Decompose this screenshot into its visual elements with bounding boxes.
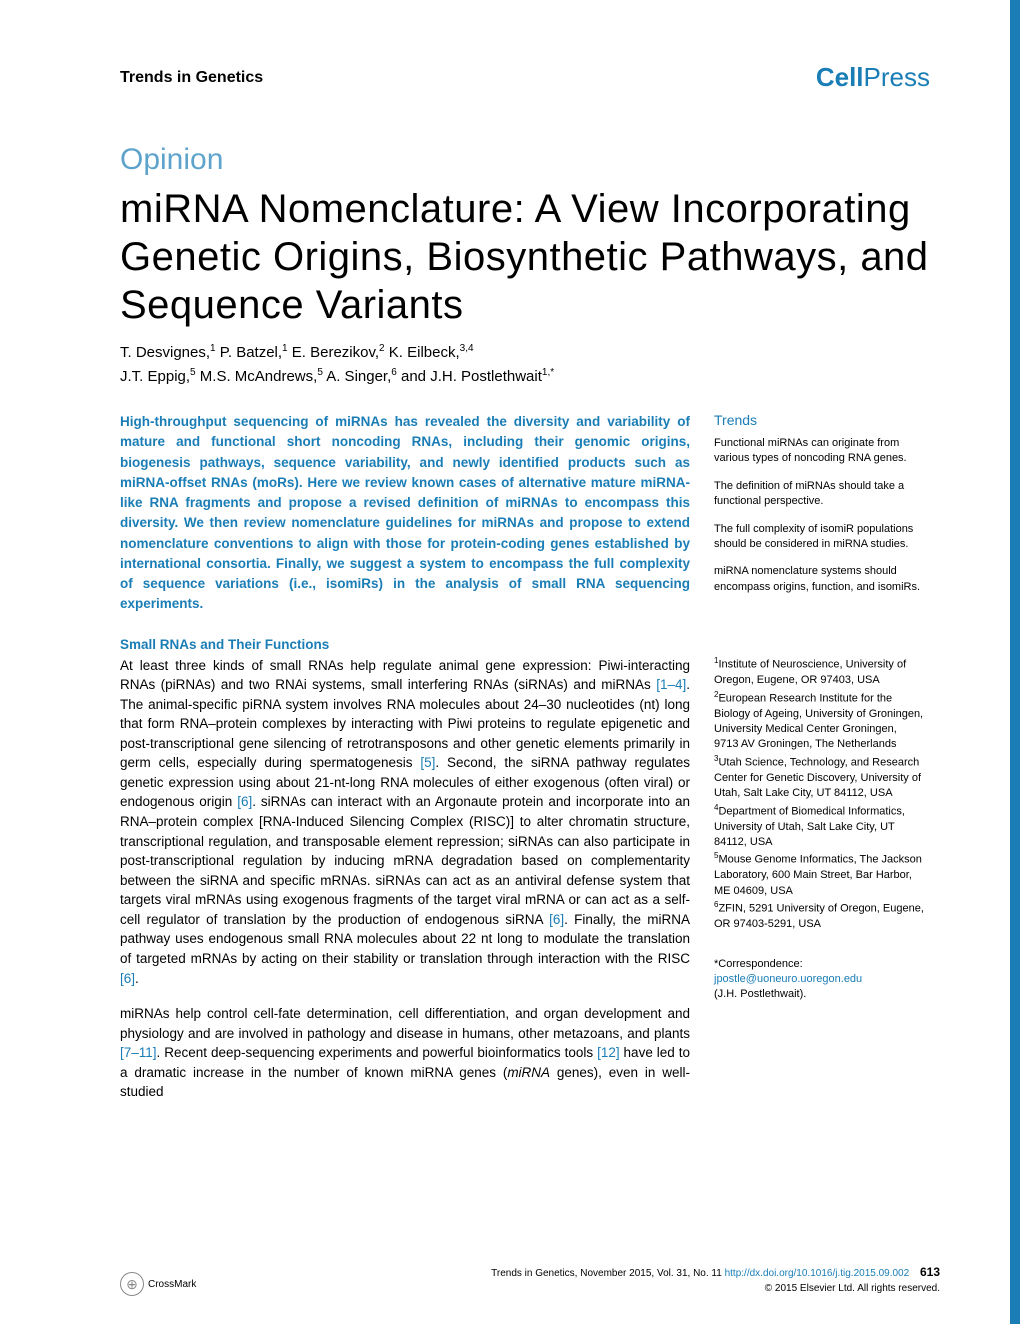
author-1: T. Desvignes, <box>120 344 210 361</box>
aff-text-3: Utah Science, Technology, and Research C… <box>714 756 921 799</box>
author-3: E. Berezikov, <box>292 344 379 361</box>
trends-item-1: Functional miRNAs can originate from var… <box>714 436 924 467</box>
trends-item-4: miRNA nomenclature systems should encomp… <box>714 564 924 595</box>
page-number: 613 <box>920 1265 940 1279</box>
citation-text: Trends in Genetics, November 2015, Vol. … <box>491 1268 722 1279</box>
publisher-part1: Cell <box>816 62 864 92</box>
footer-citation: Trends in Genetics, November 2015, Vol. … <box>491 1263 940 1296</box>
ref-3[interactable]: [6] <box>237 794 252 809</box>
author-list: T. Desvignes,1 P. Batzel,1 E. Berezikov,… <box>120 341 680 388</box>
crossmark-badge[interactable]: ⊕ CrossMark <box>120 1272 196 1296</box>
body-text-d: . siRNAs can interact with an Argonaute … <box>120 794 690 926</box>
author-2: P. Batzel, <box>220 344 282 361</box>
ref-7[interactable]: [12] <box>597 1045 620 1060</box>
publisher-logo: CellPress <box>816 62 930 93</box>
article-title: miRNA Nomenclature: A View Incorporating… <box>120 185 950 329</box>
article-type: Opinion <box>120 143 950 177</box>
correspondence-label: *Correspondence: <box>714 958 803 970</box>
trends-heading: Trends <box>714 412 924 428</box>
aff-text-4: Department of Biomedical Informatics, Un… <box>714 805 905 848</box>
aff-text-1: Institute of Neuroscience, University of… <box>714 659 906 686</box>
aff-text-6: ZFIN, 5291 University of Oregon, Eugene,… <box>714 903 924 930</box>
author-6-sup: 5 <box>317 367 323 378</box>
body-text-2a: miRNAs help control cell-fate determinat… <box>120 1006 690 1041</box>
correspondence-name: (J.H. Postlethwait). <box>714 988 806 1000</box>
trends-item-2: The definition of miRNAs should take a f… <box>714 479 924 510</box>
main-column: High-throughput sequencing of miRNAs has… <box>120 412 690 1118</box>
author-4-sup: 3,4 <box>460 343 474 354</box>
body-text-2b: . Recent deep-sequencing experiments and… <box>157 1045 598 1060</box>
author-8: and J.H. Postlethwait <box>401 368 542 385</box>
author-6: M.S. McAndrews, <box>200 368 318 385</box>
page-footer: ⊕ CrossMark Trends in Genetics, November… <box>120 1263 940 1296</box>
crossmark-label: CrossMark <box>148 1279 196 1290</box>
body-text-a: At least three kinds of small RNAs help … <box>120 658 690 693</box>
author-2-sup: 1 <box>282 343 288 354</box>
correspondence: *Correspondence: jpostle@uoneuro.uoregon… <box>714 957 924 1003</box>
content-row: High-throughput sequencing of miRNAs has… <box>120 412 950 1118</box>
author-4: K. Eilbeck, <box>389 344 460 361</box>
journal-name: Trends in Genetics <box>120 69 263 87</box>
section-heading: Small RNAs and Their Functions <box>120 637 690 652</box>
crossmark-icon: ⊕ <box>120 1272 144 1296</box>
section1-paragraph1: At least three kinds of small RNAs help … <box>120 656 690 989</box>
author-8-sup: 1,* <box>542 367 554 378</box>
ref-1[interactable]: [1–4] <box>656 677 686 692</box>
abstract: High-throughput sequencing of miRNAs has… <box>120 412 690 615</box>
body-text-italic: miRNA <box>507 1065 550 1080</box>
author-5-sup: 5 <box>190 367 196 378</box>
ref-2[interactable]: [5] <box>420 755 435 770</box>
doi-link[interactable]: http://dx.doi.org/10.1016/j.tig.2015.09.… <box>725 1268 910 1279</box>
page-container: Trends in Genetics CellPress Opinion miR… <box>0 0 1020 1158</box>
author-5: J.T. Eppig, <box>120 368 190 385</box>
author-3-sup: 2 <box>379 343 385 354</box>
ref-4[interactable]: [6] <box>549 912 564 927</box>
author-1-sup: 1 <box>210 343 216 354</box>
header-row: Trends in Genetics CellPress <box>120 62 950 93</box>
affiliations: 1Institute of Neuroscience, University o… <box>714 655 924 933</box>
aff-text-2: European Research Institute for the Biol… <box>714 692 923 750</box>
copyright-text: © 2015 Elsevier Ltd. All rights reserved… <box>765 1283 940 1294</box>
side-column: Trends Functional miRNAs can originate f… <box>714 412 924 1118</box>
author-7: A. Singer, <box>326 368 391 385</box>
section1-paragraph2: miRNAs help control cell-fate determinat… <box>120 1004 690 1102</box>
trends-item-3: The full complexity of isomiR population… <box>714 522 924 553</box>
ref-5[interactable]: [6] <box>120 971 135 986</box>
correspondence-email[interactable]: jpostle@uoneuro.uoregon.edu <box>714 973 862 985</box>
publisher-part2: Press <box>864 62 930 92</box>
body-text-f: . <box>135 971 139 986</box>
ref-6[interactable]: [7–11] <box>120 1045 157 1060</box>
author-7-sup: 6 <box>391 367 397 378</box>
aff-text-5: Mouse Genome Informatics, The Jackson La… <box>714 854 922 897</box>
